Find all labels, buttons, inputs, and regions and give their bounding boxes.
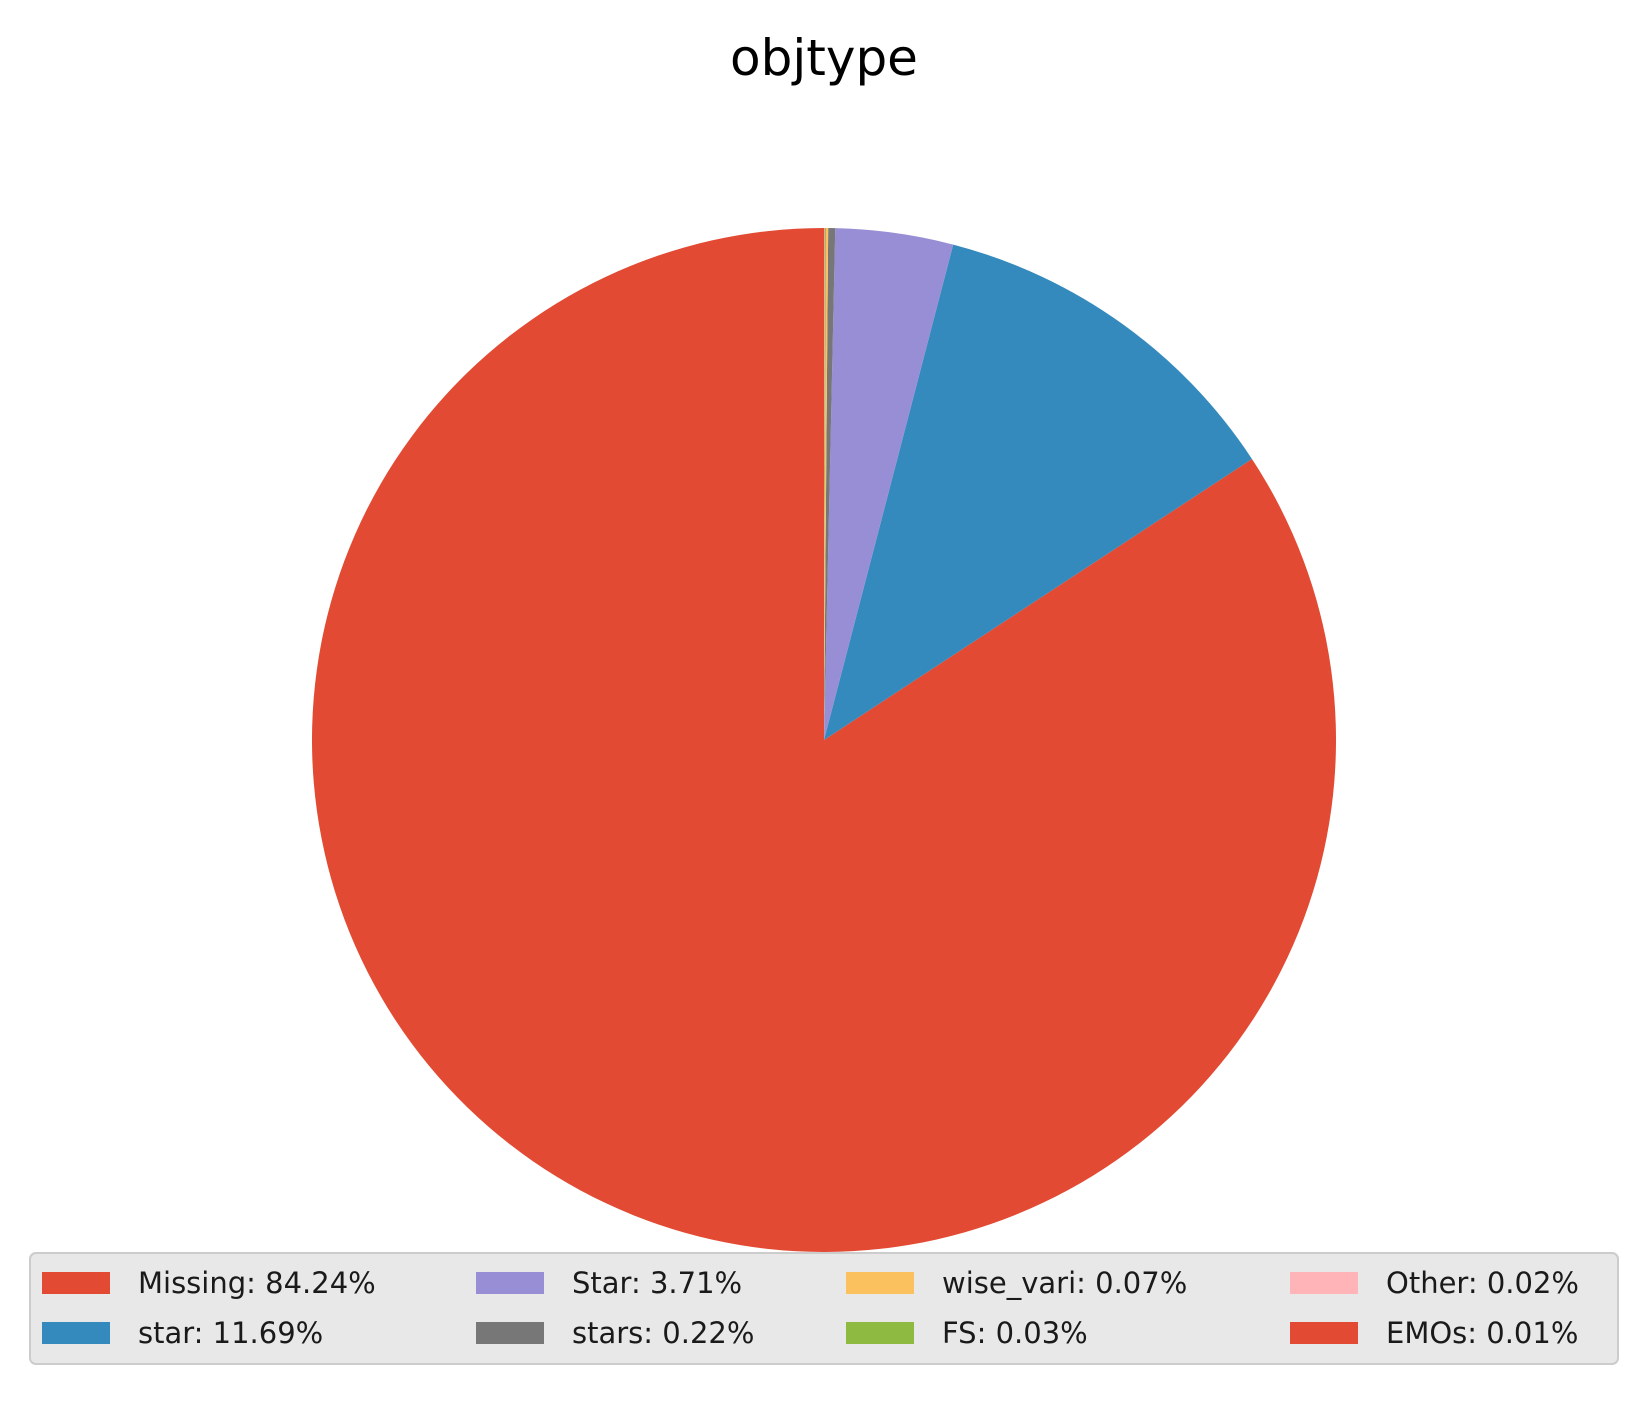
pie-slice-star — [824, 228, 954, 740]
legend-label-emos: EMOs: 0.01% — [1386, 1316, 1578, 1350]
legend-swatch-wise-vari — [846, 1272, 914, 1294]
legend-swatch-stars — [476, 1322, 544, 1344]
legend-swatch-missing — [42, 1272, 110, 1294]
pie-slice-fs — [824, 228, 826, 740]
legend: Missing: 84.24% star: 11.69% Star: 3.71% st… — [29, 1252, 1619, 1365]
legend-label-star: star: 11.69% — [138, 1316, 323, 1350]
legend-swatch-fs — [846, 1322, 914, 1344]
pie-slices — [312, 228, 1337, 1252]
legend-label-missing: Missing: 84.24% — [138, 1266, 376, 1300]
pie-slice-missing — [312, 228, 1337, 1252]
legend-background — [29, 1252, 1619, 1365]
chart-title: objtype — [730, 29, 918, 87]
legend-label-star: Star: 3.71% — [572, 1266, 742, 1300]
legend-swatch-star — [476, 1272, 544, 1294]
legend-label-wise-vari: wise_vari: 0.07% — [942, 1266, 1187, 1300]
legend-swatch-star — [42, 1322, 110, 1344]
pie-slice-wise-vari — [824, 228, 829, 740]
legend-label-stars: stars: 0.22% — [572, 1316, 754, 1350]
pie-slice-star — [824, 244, 1252, 740]
legend-label-other: Other: 0.02% — [1386, 1266, 1579, 1300]
legend-swatch-emos — [1290, 1322, 1358, 1344]
legend-swatch-other — [1290, 1272, 1358, 1294]
pie-slice-stars — [824, 228, 836, 740]
legend-label-fs: FS: 0.03% — [942, 1316, 1088, 1350]
pie-slice-other — [824, 228, 825, 740]
